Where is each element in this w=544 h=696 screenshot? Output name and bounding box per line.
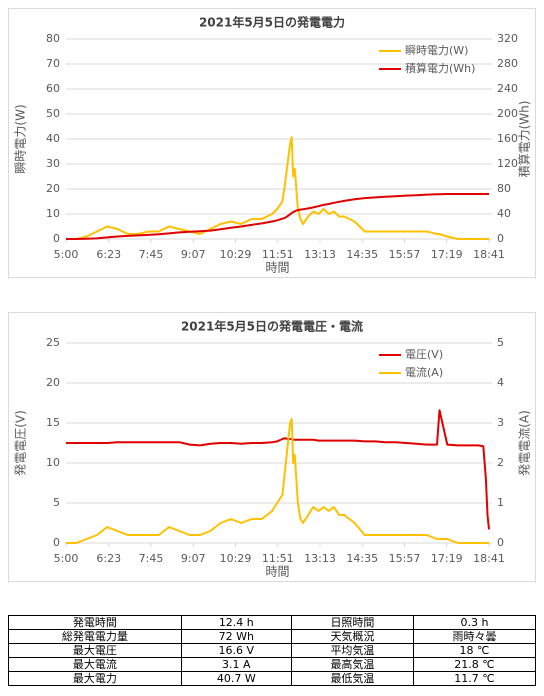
x-tick-label: 10:29	[220, 552, 252, 565]
y-tick-label: 80	[46, 32, 60, 45]
summary-table: 発電時間 12.4 h 日照時間 0.3 h 総発電電力量 72 Wh 天気概況 雨時々曇 最大…	[8, 615, 537, 686]
y2-tick-label: 5	[497, 336, 504, 349]
x-tick-label: 17:19	[431, 248, 463, 261]
chart-frame: 2021年5月5日の発電電力 0 10 20 30 40 50 60 70 80 0 40 80 120 1…	[8, 8, 536, 278]
legend-label: 電圧(V)	[405, 348, 443, 361]
y-tick-label: 70	[46, 57, 60, 70]
table-cell: 雨時々曇	[412, 629, 537, 644]
x-tick-label: 7:45	[139, 552, 164, 565]
x-tick-label: 6:23	[96, 552, 121, 565]
y2-tick-label: 240	[497, 82, 518, 95]
table-cell: 16.6 V	[180, 643, 292, 658]
table-cell: 18 ℃	[412, 643, 537, 658]
y2-tick-label: 120	[497, 157, 518, 170]
x-tick-label: 9:07	[181, 248, 206, 261]
y2-tick-label: 0	[497, 536, 504, 549]
y2-axis-label: 発電電流(A)	[518, 410, 532, 476]
table-cell: 最低気温	[290, 671, 414, 686]
x-tick-label: 11:51	[262, 552, 294, 565]
x-tick-label: 5:00	[54, 248, 79, 261]
x-tick-label: 14:35	[346, 248, 378, 261]
x-tick-label: 18:41	[473, 248, 505, 261]
table-cell: 最大電流	[8, 657, 182, 672]
table-cell: 天気概況	[290, 629, 414, 644]
table-row: 総発電電力量 72 Wh 天気概況 雨時々曇	[8, 629, 537, 644]
y-tick-label: 10	[46, 207, 60, 220]
y2-tick-label: 80	[497, 182, 511, 195]
x-tick-label: 11:51	[262, 248, 294, 261]
table-cell: 日照時間	[290, 615, 414, 630]
y2-axis-label: 積算電力(Wh)	[517, 101, 532, 178]
x-tick-label: 18:41	[473, 552, 505, 565]
series-line	[66, 136, 489, 240]
x-tick-label: 5:00	[54, 552, 79, 565]
y2-tick-label: 280	[497, 57, 518, 70]
y-tick-label: 20	[46, 182, 60, 195]
y2-tick-label: 1	[497, 496, 504, 509]
table-row: 最大電流 3.1 A 最高気温 21.8 ℃	[8, 657, 537, 672]
table-row: 最大電力 40.7 W 最低気温 11.7 ℃	[8, 671, 537, 686]
legend-label: 電流(A)	[405, 365, 443, 379]
y2-tick-label: 320	[497, 32, 518, 45]
y2-tick-label: 3	[497, 416, 504, 429]
x-axis-label: 時間	[265, 565, 289, 579]
table-cell: 12.4 h	[180, 615, 292, 630]
series-line	[66, 409, 490, 530]
table-row: 発電時間 12.4 h 日照時間 0.3 h	[8, 615, 537, 630]
table-cell: 最大電力	[8, 671, 182, 686]
chart: 2021年5月5日の発電電力 0 10 20 30 40 50 60 70 80 0 40 80 120 1…	[14, 15, 532, 275]
x-tick-label: 13:13	[304, 248, 336, 261]
y-tick-label: 60	[46, 82, 60, 95]
table-cell: 40.7 W	[180, 671, 292, 686]
x-axis-label: 時間	[265, 261, 289, 275]
y-axis-label: 瞬時電力(W)	[14, 104, 28, 173]
y-axis-label: 発電電圧(V)	[14, 410, 28, 476]
table-cell: 0.3 h	[412, 615, 537, 630]
chart-title: 2021年5月5日の発電電圧・電流	[181, 319, 363, 334]
table-cell: 発電時間	[8, 615, 182, 630]
y-tick-label: 15	[46, 416, 60, 429]
y2-tick-label: 0	[497, 232, 504, 245]
y-tick-label: 25	[46, 336, 60, 349]
y-tick-label: 0	[53, 232, 60, 245]
x-tick-label: 6:23	[96, 248, 121, 261]
series-line	[66, 418, 489, 544]
x-tick-label: 13:13	[304, 552, 336, 565]
y2-tick-label: 160	[497, 132, 518, 145]
table-row: 最大電圧 16.6 V 平均気温 18 ℃	[8, 643, 537, 658]
chart-title: 2021年5月5日の発電電力	[199, 15, 345, 30]
y-tick-label: 50	[46, 107, 60, 120]
y2-tick-label: 40	[497, 207, 511, 220]
y-tick-label: 10	[46, 456, 60, 469]
table-cell: 総発電電力量	[8, 629, 182, 644]
x-tick-label: 15:57	[389, 552, 421, 565]
y-tick-label: 30	[46, 157, 60, 170]
x-tick-label: 7:45	[139, 248, 164, 261]
series-line	[66, 193, 489, 240]
table-cell: 21.8 ℃	[412, 657, 537, 672]
x-tick-label: 14:35	[346, 552, 378, 565]
legend-label: 瞬時電力(W)	[405, 44, 468, 57]
x-tick-label: 9:07	[181, 552, 206, 565]
table-cell: 11.7 ℃	[412, 671, 537, 686]
x-tick-label: 17:19	[431, 552, 463, 565]
x-tick-label: 15:57	[389, 248, 421, 261]
y-tick-label: 0	[53, 536, 60, 549]
table-cell: 平均気温	[290, 643, 414, 658]
y2-tick-label: 200	[497, 107, 518, 120]
table-cell: 最高気温	[290, 657, 414, 672]
y2-tick-label: 4	[497, 376, 504, 389]
y-tick-label: 5	[53, 496, 60, 509]
chart: 2021年5月5日の発電電圧・電流 0 5 10 15 20 25 0 1 2 3 4 5 5:00 6:2…	[14, 319, 532, 579]
y-tick-label: 20	[46, 376, 60, 389]
y2-tick-label: 2	[497, 456, 504, 469]
table-cell: 72 Wh	[180, 629, 292, 644]
legend-label: 積算電力(Wh)	[405, 61, 475, 75]
table-cell: 3.1 A	[180, 657, 292, 672]
table-cell: 最大電圧	[8, 643, 182, 658]
chart-frame: 2021年5月5日の発電電圧・電流 0 5 10 15 20 25 0 1 2 3 4 5 5:00 6:2…	[8, 312, 536, 582]
y-tick-label: 40	[46, 132, 60, 145]
x-tick-label: 10:29	[220, 248, 252, 261]
